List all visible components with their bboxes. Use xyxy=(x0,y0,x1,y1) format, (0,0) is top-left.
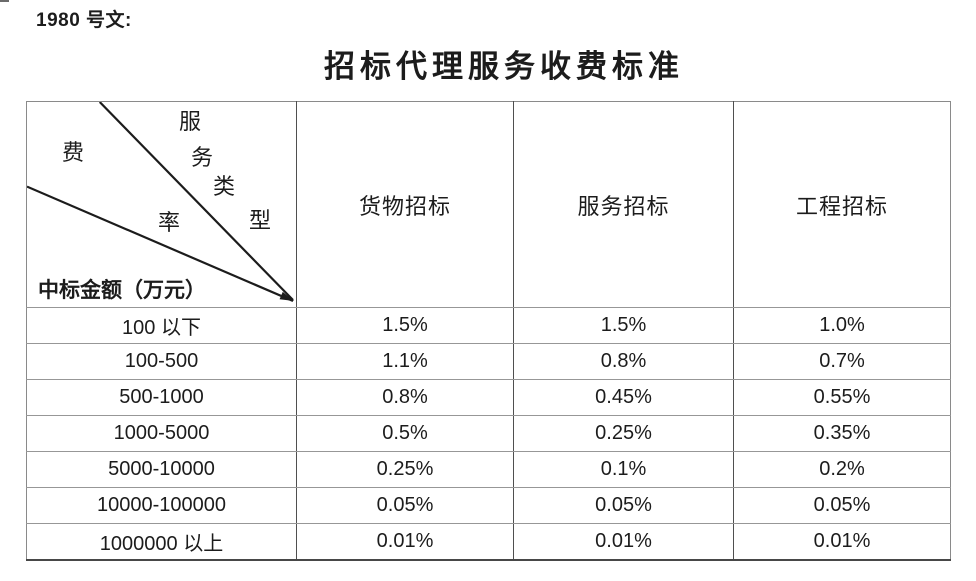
fee-value-cell: 0.01% xyxy=(733,523,951,561)
fee-value-cell: 0.8% xyxy=(513,343,734,380)
fee-value-cell: 0.05% xyxy=(296,487,514,524)
corner-char-type: 类 xyxy=(213,174,236,199)
fee-standard-table: 服 务 类 型 费 率 中标金额（万元） 货物招标 服务招标 工程招标 100 … xyxy=(26,101,951,561)
column-header-services: 服务招标 xyxy=(513,101,734,308)
row-range-cell: 1000-5000 xyxy=(26,415,297,452)
column-header-goods: 货物招标 xyxy=(296,101,514,308)
diagonal-divider-lines-icon xyxy=(27,102,295,303)
fee-value-cell: 0.2% xyxy=(733,451,951,488)
fee-value-cell: 1.0% xyxy=(733,307,951,344)
column-header-engineering: 工程招标 xyxy=(733,101,951,308)
table-row: 100 以下 1.5% 1.5% 1.0% xyxy=(26,307,951,344)
fee-value-cell: 0.8% xyxy=(296,379,514,416)
fee-value-cell: 0.05% xyxy=(513,487,734,524)
corner-char-rate: 率 xyxy=(158,210,181,235)
table-row: 500-1000 0.8% 0.45% 0.55% xyxy=(26,379,951,416)
table-header-row: 服 务 类 型 费 率 中标金额（万元） 货物招标 服务招标 工程招标 xyxy=(26,101,951,308)
corner-char-rate: 费 xyxy=(62,140,85,165)
row-range-cell: 100-500 xyxy=(26,343,297,380)
fee-value-cell: 0.7% xyxy=(733,343,951,380)
page-title: 招标代理服务收费标准 xyxy=(324,49,684,84)
row-range-cell: 100 以下 xyxy=(26,307,297,344)
arrowhead-icon xyxy=(279,291,295,302)
corner-char-type: 服 xyxy=(179,109,202,134)
fee-value-cell: 0.05% xyxy=(733,487,951,524)
table-row: 100-500 1.1% 0.8% 0.7% xyxy=(26,343,951,380)
doc-reference: 1980 号文: xyxy=(36,10,132,31)
fee-value-cell: 0.55% xyxy=(733,379,951,416)
row-range-cell: 10000-100000 xyxy=(26,487,297,524)
row-range-cell: 500-1000 xyxy=(26,379,297,416)
fee-value-cell: 0.45% xyxy=(513,379,734,416)
fee-value-cell: 0.01% xyxy=(513,523,734,561)
table-row: 1000000 以上 0.01% 0.01% 0.01% xyxy=(26,523,951,561)
fee-value-cell: 0.01% xyxy=(296,523,514,561)
corner-amount-label: 中标金额（万元） xyxy=(38,278,206,302)
row-range-cell: 1000000 以上 xyxy=(26,523,297,561)
row-range-cell: 5000-10000 xyxy=(26,451,297,488)
table-row: 5000-10000 0.25% 0.1% 0.2% xyxy=(26,451,951,488)
corner-char-type: 型 xyxy=(249,208,272,233)
diagonal-header-cell: 服 务 类 型 费 率 中标金额（万元） xyxy=(26,101,297,308)
table-row: 1000-5000 0.5% 0.25% 0.35% xyxy=(26,415,951,452)
fee-value-cell: 1.5% xyxy=(296,307,514,344)
fee-value-cell: 0.1% xyxy=(513,451,734,488)
fee-value-cell: 1.1% xyxy=(296,343,514,380)
fee-value-cell: 0.25% xyxy=(296,451,514,488)
corner-char-type: 务 xyxy=(191,145,214,170)
fee-value-cell: 0.5% xyxy=(296,415,514,452)
scan-edge-artifact xyxy=(0,0,9,2)
fee-value-cell: 0.25% xyxy=(513,415,734,452)
fee-value-cell: 1.5% xyxy=(513,307,734,344)
fee-value-cell: 0.35% xyxy=(733,415,951,452)
table-row: 10000-100000 0.05% 0.05% 0.05% xyxy=(26,487,951,524)
